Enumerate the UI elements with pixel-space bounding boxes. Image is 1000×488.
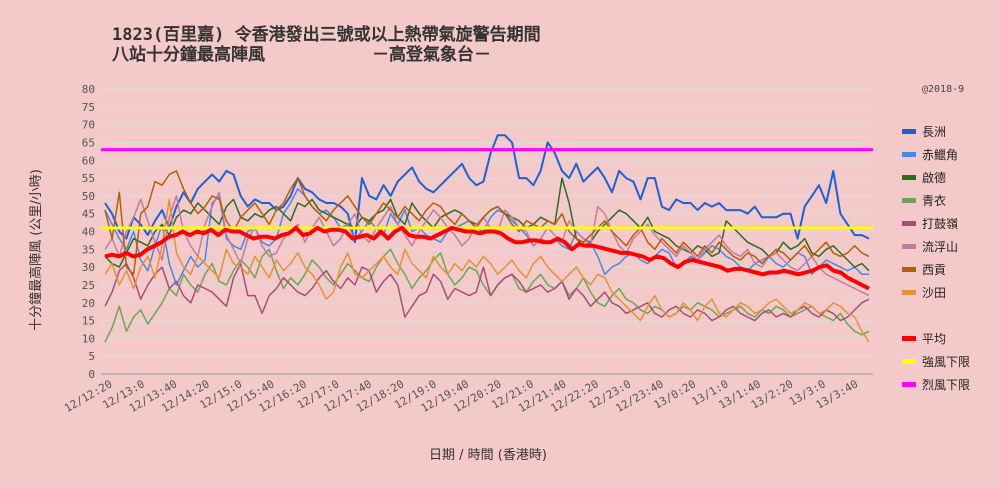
copyright-label: @2018-9 [922, 84, 964, 95]
y-tick-label: 20 [82, 297, 95, 310]
series-line-0 [104, 134, 870, 244]
chart-source: －高登氣象台－ [372, 44, 491, 65]
legend-label: 啟德 [922, 170, 946, 185]
grid-lines [101, 88, 873, 375]
legend-swatch [902, 129, 916, 134]
legend-swatch [902, 267, 916, 272]
legend-label: 打鼓嶺 [922, 217, 958, 231]
y-tick-label: 55 [82, 172, 95, 185]
legend-swatch [902, 221, 916, 226]
y-tick-label: 15 [82, 315, 95, 328]
y-tick-label: 0 [88, 368, 95, 381]
legend-swatch [902, 336, 916, 341]
legend-label: 沙田 [922, 286, 946, 300]
y-tick-label: 10 [82, 332, 95, 345]
series-line-7 [104, 198, 870, 343]
chart-subtitle: 八站十分鐘最高陣風 [112, 44, 265, 65]
y-tick-label: 5 [88, 350, 95, 363]
legend-label: 青衣 [922, 193, 946, 208]
y-tick-label: 25 [82, 279, 95, 292]
series-line-4 [104, 262, 870, 322]
y-tick-label: 70 [82, 119, 95, 132]
chart-title: 1823(百里嘉) 令香港發出三號或以上熱帶氣旋警告期間 [112, 24, 541, 45]
series-line-5 [104, 191, 870, 297]
legend-swatch [902, 290, 916, 295]
y-tick-label: 75 [82, 101, 95, 114]
y-tick-label: 45 [82, 208, 95, 221]
y-axis-label: 十分鐘最高陣風 (公里/小時) [28, 169, 44, 331]
legend-swatch [902, 382, 916, 387]
legend-label: 西貢 [922, 263, 946, 277]
y-tick-label: 80 [82, 83, 95, 96]
series-line-3 [104, 248, 870, 343]
x-axis-ticks: 12/12:2012/13:012/13:4012/14:2012/15:012… [62, 377, 860, 415]
legend-label: 長洲 [922, 125, 946, 139]
legend-swatch [902, 244, 916, 249]
legend-swatch [902, 198, 916, 203]
y-tick-label: 65 [82, 136, 95, 149]
legend-label: 平均 [922, 332, 946, 346]
y-axis-ticks: 0 5 10 15 20 25 30 35 40 45 50 55 60 65 70 75 80 [82, 83, 95, 381]
y-tick-label: 60 [82, 154, 95, 167]
series-line-8 [104, 225, 870, 291]
legend-swatch [902, 152, 916, 157]
legend-label: 赤鱲角 [922, 148, 958, 162]
y-tick-label: 30 [82, 261, 95, 274]
series-lines [101, 134, 873, 343]
legend-label: 流浮山 [922, 240, 958, 254]
legend-label: 強風下限 [922, 355, 970, 369]
legend-swatch [902, 359, 916, 364]
legend-swatch [902, 175, 916, 180]
y-tick-label: 40 [82, 226, 95, 239]
legend-label: 烈風下限 [922, 378, 970, 392]
y-tick-label: 35 [82, 243, 95, 256]
y-tick-label: 50 [82, 190, 95, 203]
x-axis-label: 日期 / 時間 (香港時) [429, 448, 547, 463]
